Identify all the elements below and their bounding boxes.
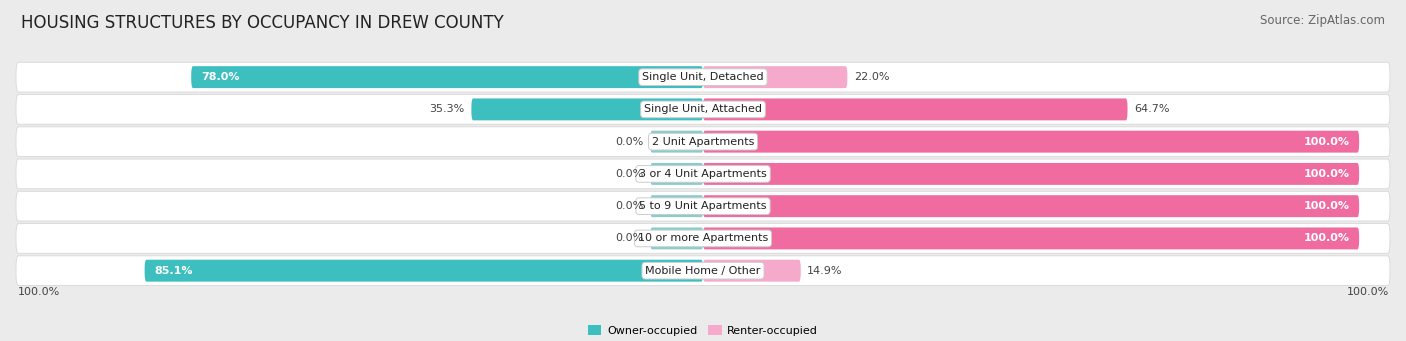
FancyBboxPatch shape [703, 227, 1360, 249]
Text: 100.0%: 100.0% [1303, 169, 1350, 179]
FancyBboxPatch shape [703, 163, 1360, 185]
Text: 100.0%: 100.0% [1303, 201, 1350, 211]
Text: Single Unit, Detached: Single Unit, Detached [643, 72, 763, 82]
FancyBboxPatch shape [15, 224, 1391, 253]
FancyBboxPatch shape [15, 62, 1391, 92]
Text: 14.9%: 14.9% [807, 266, 842, 276]
FancyBboxPatch shape [703, 66, 848, 88]
Text: 0.0%: 0.0% [616, 137, 644, 147]
Legend: Owner-occupied, Renter-occupied: Owner-occupied, Renter-occupied [583, 321, 823, 340]
Text: 10 or more Apartments: 10 or more Apartments [638, 234, 768, 243]
Text: 78.0%: 78.0% [201, 72, 239, 82]
FancyBboxPatch shape [15, 127, 1391, 157]
FancyBboxPatch shape [703, 260, 801, 282]
Text: 5 to 9 Unit Apartments: 5 to 9 Unit Apartments [640, 201, 766, 211]
Text: 64.7%: 64.7% [1135, 104, 1170, 114]
Text: 35.3%: 35.3% [430, 104, 465, 114]
FancyBboxPatch shape [15, 256, 1391, 285]
FancyBboxPatch shape [703, 131, 1360, 153]
Text: 85.1%: 85.1% [155, 266, 193, 276]
Text: 0.0%: 0.0% [616, 169, 644, 179]
FancyBboxPatch shape [191, 66, 703, 88]
FancyBboxPatch shape [145, 260, 703, 282]
Text: 100.0%: 100.0% [1303, 137, 1350, 147]
Text: 100.0%: 100.0% [1303, 234, 1350, 243]
Text: 0.0%: 0.0% [616, 201, 644, 211]
FancyBboxPatch shape [703, 99, 1128, 120]
Text: Single Unit, Attached: Single Unit, Attached [644, 104, 762, 114]
FancyBboxPatch shape [651, 163, 703, 185]
FancyBboxPatch shape [651, 131, 703, 153]
Text: 100.0%: 100.0% [17, 287, 59, 297]
FancyBboxPatch shape [15, 159, 1391, 189]
Text: 22.0%: 22.0% [853, 72, 890, 82]
Text: 100.0%: 100.0% [1347, 287, 1389, 297]
FancyBboxPatch shape [703, 195, 1360, 217]
FancyBboxPatch shape [15, 191, 1391, 221]
FancyBboxPatch shape [651, 227, 703, 249]
Text: Source: ZipAtlas.com: Source: ZipAtlas.com [1260, 14, 1385, 27]
Text: HOUSING STRUCTURES BY OCCUPANCY IN DREW COUNTY: HOUSING STRUCTURES BY OCCUPANCY IN DREW … [21, 14, 503, 32]
FancyBboxPatch shape [651, 195, 703, 217]
FancyBboxPatch shape [15, 94, 1391, 124]
Text: Mobile Home / Other: Mobile Home / Other [645, 266, 761, 276]
Text: 0.0%: 0.0% [616, 234, 644, 243]
Text: 2 Unit Apartments: 2 Unit Apartments [652, 137, 754, 147]
FancyBboxPatch shape [471, 99, 703, 120]
Text: 3 or 4 Unit Apartments: 3 or 4 Unit Apartments [640, 169, 766, 179]
